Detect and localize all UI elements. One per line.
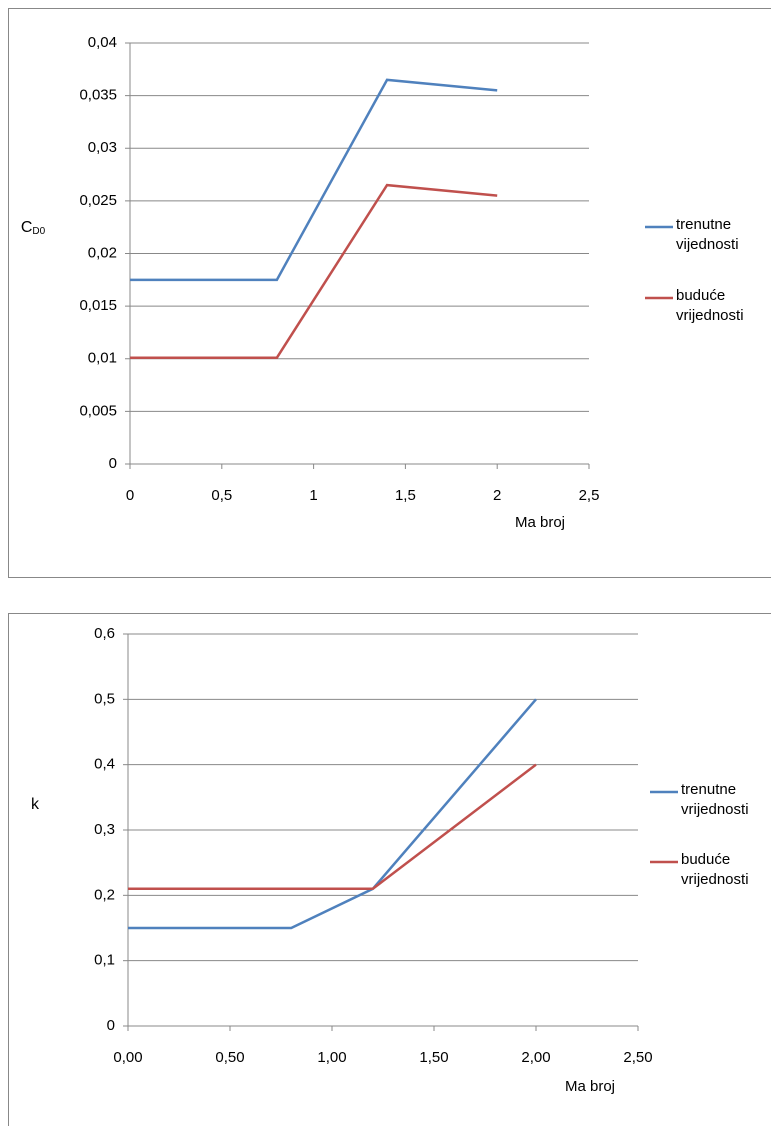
y-tick-label: 0,6 <box>94 625 115 642</box>
series-line <box>130 183 498 359</box>
x-tick-label: 0 <box>126 487 134 504</box>
x-tick-label: 2,50 <box>623 1049 652 1066</box>
x-axis-title: Ma broj <box>515 514 565 531</box>
y-tick-label: 0,2 <box>94 886 115 903</box>
y-tick-label: 0,035 <box>79 87 117 104</box>
x-tick-label: 1,50 <box>419 1049 448 1066</box>
y-tick-label: 0,015 <box>79 297 117 314</box>
y-tick-label: 0,1 <box>94 952 115 969</box>
y-tick-label: 0 <box>109 455 117 472</box>
y-axis-title-subscript: D0 <box>32 226 45 237</box>
x-tick-label: 2 <box>493 487 501 504</box>
legend-label: trenutne vrijednosti <box>681 781 749 818</box>
y-tick-label: 0,005 <box>79 402 117 419</box>
legend-label: buduće vrijednosti <box>676 287 744 324</box>
y-axis-title: CD0 <box>21 219 46 236</box>
x-tick-label: 0,5 <box>211 487 232 504</box>
y-tick-label: 0,4 <box>94 756 115 773</box>
x-tick-label: 0,50 <box>215 1049 244 1066</box>
y-tick-label: 0,03 <box>88 139 117 156</box>
y-tick-label: 0,025 <box>79 192 117 209</box>
x-tick-label: 0,00 <box>113 1049 142 1066</box>
y-tick-label: 0 <box>107 1017 115 1034</box>
x-tick-label: 2,5 <box>579 487 600 504</box>
y-tick-label: 0,04 <box>88 34 117 51</box>
y-axis-title-main: k <box>31 796 40 813</box>
x-tick-label: 1,00 <box>317 1049 346 1066</box>
series-line <box>128 698 537 930</box>
x-tick-label: 2,00 <box>521 1049 550 1066</box>
y-tick-label: 0,3 <box>94 821 115 838</box>
y-tick-label: 0,02 <box>88 244 117 261</box>
series-line <box>128 763 537 891</box>
y-axis-title-main: C <box>21 219 33 236</box>
y-tick-label: 0,01 <box>88 350 117 367</box>
x-axis-title: Ma broj <box>565 1078 615 1095</box>
x-tick-label: 1 <box>309 487 317 504</box>
y-axis-title: k <box>31 796 40 813</box>
legend-label: trenutne vijednosti <box>676 216 739 253</box>
legend-label: buduće vrijednosti <box>681 851 749 888</box>
chart-frame <box>8 8 771 578</box>
x-tick-label: 1,5 <box>395 487 416 504</box>
series-line <box>130 78 498 282</box>
y-tick-label: 0,5 <box>94 690 115 707</box>
